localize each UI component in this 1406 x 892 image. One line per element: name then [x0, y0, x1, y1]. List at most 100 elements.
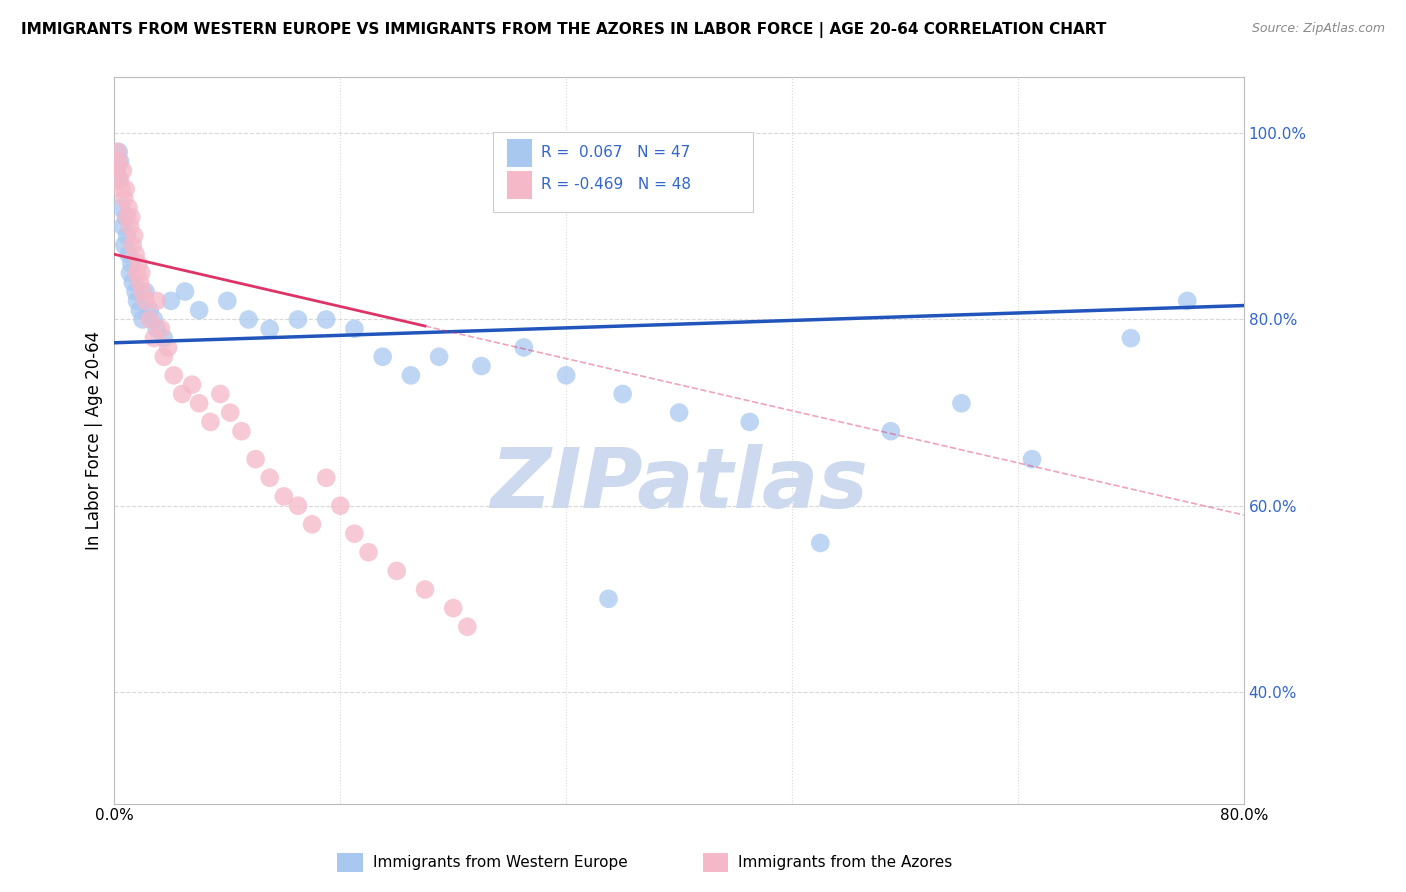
Point [107, 173, 129, 187]
Point [131, 312, 153, 326]
Point [118, 266, 141, 280]
Point [122, 228, 145, 243]
Point [115, 210, 138, 224]
Point [808, 536, 831, 550]
Point [114, 182, 136, 196]
Text: Source: ZipAtlas.com: Source: ZipAtlas.com [1251, 22, 1385, 36]
Point [399, 368, 422, 383]
Point [371, 350, 394, 364]
Point [273, 489, 295, 503]
Y-axis label: In Labor Force | Age 20-64: In Labor Force | Age 20-64 [86, 331, 103, 550]
Point [118, 219, 141, 234]
Point [127, 257, 149, 271]
Point [315, 312, 337, 326]
Point [413, 582, 436, 597]
Point [200, 415, 222, 429]
Point [125, 266, 148, 280]
Point [357, 545, 380, 559]
Point [157, 340, 180, 354]
Point [142, 312, 165, 326]
Point [188, 396, 211, 410]
Point [219, 406, 242, 420]
Point [343, 322, 366, 336]
Text: Immigrants from Western Europe: Immigrants from Western Europe [373, 855, 627, 870]
Point [238, 312, 260, 326]
Point [110, 182, 132, 196]
Point [105, 145, 128, 159]
Point [108, 173, 131, 187]
Point [1021, 452, 1043, 467]
Text: ZIPatlas: ZIPatlas [491, 443, 868, 524]
Point [456, 620, 478, 634]
Point [441, 601, 464, 615]
Point [153, 331, 176, 345]
Point [124, 247, 146, 261]
Point [315, 471, 337, 485]
Point [160, 293, 183, 308]
Point [125, 293, 148, 308]
Point [174, 285, 197, 299]
Point [188, 303, 211, 318]
Point [107, 154, 129, 169]
Point [259, 322, 281, 336]
Point [738, 415, 761, 429]
Point [105, 163, 128, 178]
Point [138, 312, 160, 326]
Point [131, 285, 153, 299]
Point [880, 424, 903, 438]
Point [110, 201, 132, 215]
Bar [508, 139, 533, 167]
Text: Immigrants from the Azores: Immigrants from the Azores [738, 855, 952, 870]
Point [245, 452, 267, 467]
Point [115, 228, 138, 243]
Point [142, 331, 165, 345]
Point [209, 387, 232, 401]
Point [329, 499, 352, 513]
Bar [508, 171, 533, 199]
Point [108, 154, 131, 169]
Point [470, 359, 492, 373]
Point [120, 257, 142, 271]
Point [134, 285, 156, 299]
Point [172, 387, 194, 401]
Point [668, 406, 690, 420]
Point [145, 293, 167, 308]
Point [107, 145, 129, 159]
Point [150, 322, 173, 336]
Point [163, 368, 186, 383]
Point [117, 201, 139, 215]
Point [112, 191, 135, 205]
Point [287, 312, 309, 326]
Point [153, 350, 176, 364]
Point [217, 293, 239, 308]
Point [112, 238, 135, 252]
Point [385, 564, 408, 578]
Text: R = -0.469   N = 48: R = -0.469 N = 48 [541, 178, 692, 193]
Point [1175, 293, 1198, 308]
Point [111, 219, 134, 234]
Point [138, 303, 160, 318]
Point [145, 322, 167, 336]
FancyBboxPatch shape [492, 132, 752, 211]
Point [612, 387, 634, 401]
Point [181, 377, 204, 392]
Text: IMMIGRANTS FROM WESTERN EUROPE VS IMMIGRANTS FROM THE AZORES IN LABOR FORCE | AG: IMMIGRANTS FROM WESTERN EUROPE VS IMMIGR… [21, 22, 1107, 38]
Point [121, 238, 143, 252]
Point [128, 275, 150, 289]
Point [555, 368, 578, 383]
Point [124, 285, 146, 299]
Point [598, 591, 620, 606]
Point [427, 350, 450, 364]
Point [134, 293, 156, 308]
Point [129, 266, 152, 280]
Point [1119, 331, 1142, 345]
Point [104, 163, 127, 178]
Point [950, 396, 973, 410]
Point [121, 275, 143, 289]
Point [231, 424, 253, 438]
Point [301, 517, 323, 532]
Point [114, 210, 136, 224]
Point [343, 526, 366, 541]
Point [120, 210, 142, 224]
Point [287, 499, 309, 513]
